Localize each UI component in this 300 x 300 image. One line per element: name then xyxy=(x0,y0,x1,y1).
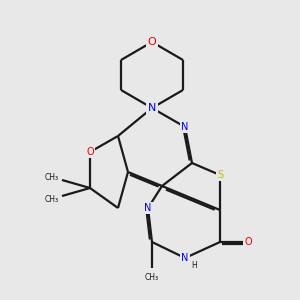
Text: N: N xyxy=(144,203,152,213)
Text: O: O xyxy=(244,237,252,247)
Text: CH₃: CH₃ xyxy=(145,272,159,281)
Text: H: H xyxy=(191,261,197,270)
Text: N: N xyxy=(181,253,189,263)
Text: N: N xyxy=(181,122,189,132)
Text: CH₃: CH₃ xyxy=(45,172,59,182)
Text: S: S xyxy=(217,170,223,180)
Text: O: O xyxy=(148,37,156,47)
Text: O: O xyxy=(86,147,94,157)
Text: N: N xyxy=(148,103,156,113)
Text: CH₃: CH₃ xyxy=(45,194,59,203)
